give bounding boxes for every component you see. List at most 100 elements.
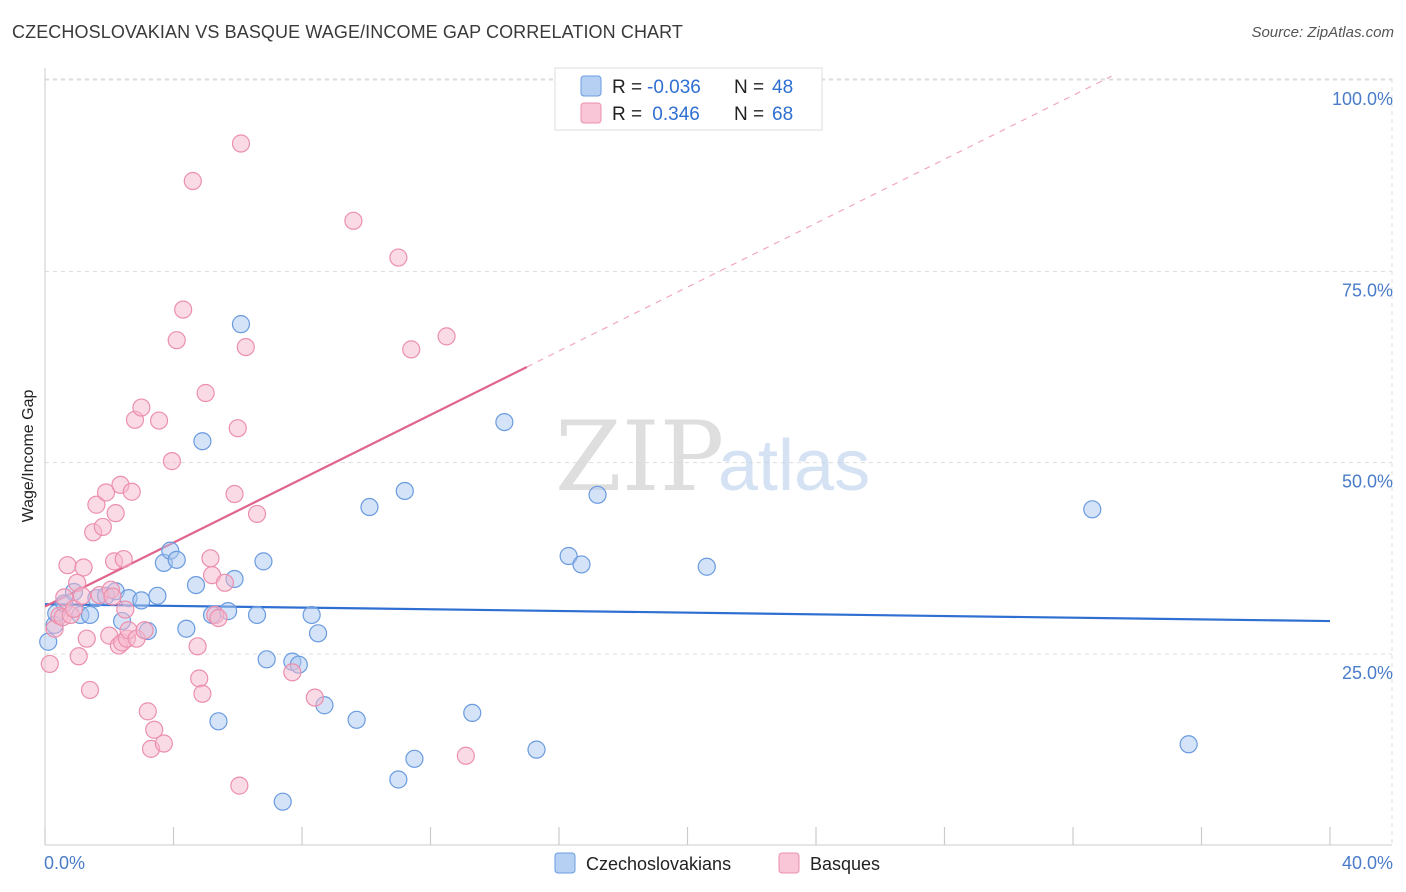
bottom-legend-label-basques: Basques xyxy=(810,854,880,874)
point-basques xyxy=(69,647,88,666)
point-czechoslovakians xyxy=(405,749,424,768)
point-basques xyxy=(154,734,173,753)
chart-title: CZECHOSLOVAKIAN VS BASQUE WAGE/INCOME GA… xyxy=(12,22,684,42)
point-basques xyxy=(174,300,193,319)
y-tick-label: 50.0% xyxy=(1342,472,1393,492)
point-czechoslovakians xyxy=(308,624,328,643)
point-czechoslovakians xyxy=(697,557,716,576)
point-czechoslovakians xyxy=(273,792,292,811)
legend-r-label-pink: R = xyxy=(612,104,642,125)
point-basques xyxy=(162,452,181,471)
y-axis-label: Wage/Income Gap xyxy=(20,390,37,523)
series-basques xyxy=(40,134,475,795)
point-basques xyxy=(103,587,122,606)
point-czechoslovakians xyxy=(1083,500,1102,519)
point-czechoslovakians xyxy=(257,650,276,669)
point-basques xyxy=(402,340,421,359)
point-basques xyxy=(167,331,186,350)
point-czechoslovakians xyxy=(80,605,100,625)
legend-r-value-pink: 0.346 xyxy=(647,104,700,125)
point-czechoslovakians xyxy=(463,703,482,723)
point-basques xyxy=(236,337,255,357)
point-basques xyxy=(190,669,209,688)
point-czechoslovakians xyxy=(527,740,546,759)
point-czechoslovakians xyxy=(360,497,379,517)
point-czechoslovakians xyxy=(495,412,514,432)
point-basques xyxy=(132,398,151,417)
point-basques xyxy=(283,663,302,682)
point-basques xyxy=(74,558,93,577)
point-basques xyxy=(225,484,244,504)
point-czechoslovakians xyxy=(395,481,414,501)
point-basques xyxy=(114,549,133,569)
point-basques xyxy=(344,211,363,230)
watermark-atlas: atlas xyxy=(718,426,870,506)
point-basques xyxy=(93,517,112,537)
point-basques xyxy=(77,629,96,648)
point-basques xyxy=(209,608,228,628)
legend-n-value-pink: 68 xyxy=(772,104,793,125)
point-czechoslovakians xyxy=(231,315,251,334)
bottom-legend-swatch-pink xyxy=(778,852,800,874)
point-czechoslovakians xyxy=(302,605,321,625)
legend-n-label-pink: N = xyxy=(734,104,764,125)
point-basques xyxy=(122,482,141,501)
point-czechoslovakians xyxy=(167,550,186,569)
point-czechoslovakians xyxy=(209,712,228,731)
y-tick-labels: 25.0% 50.0% 75.0% 100.0% xyxy=(1332,89,1393,683)
point-czechoslovakians xyxy=(1179,735,1198,754)
point-czechoslovakians xyxy=(186,575,206,595)
point-basques xyxy=(215,573,234,592)
point-basques xyxy=(230,776,249,795)
point-basques xyxy=(87,495,106,514)
point-basques xyxy=(193,684,212,703)
trend-line-czechoslovakians xyxy=(44,603,1331,623)
point-czechoslovakians xyxy=(588,485,607,504)
point-basques xyxy=(188,637,207,656)
point-basques xyxy=(247,504,267,524)
point-czechoslovakians xyxy=(572,555,591,574)
legend-swatch-blue xyxy=(580,75,602,97)
point-basques xyxy=(135,621,154,640)
watermark-zip: ZIP xyxy=(555,401,724,513)
point-basques xyxy=(138,702,157,721)
axes xyxy=(44,68,1392,846)
legend-n-value-blue: 48 xyxy=(772,77,793,98)
bottom-legend: Czechoslovakians Basques xyxy=(554,852,880,874)
legend-swatch-pink xyxy=(580,102,602,124)
point-czechoslovakians xyxy=(177,619,196,638)
x-tick-label-max: 40.0% xyxy=(1342,853,1393,873)
point-czechoslovakians xyxy=(254,552,273,571)
legend: R = -0.036 N = 48 R = 0.346 N = 68 xyxy=(554,67,823,131)
point-basques xyxy=(80,680,100,700)
y-tick-label: 100.0% xyxy=(1332,89,1393,109)
point-czechoslovakians xyxy=(132,591,151,610)
point-czechoslovakians xyxy=(193,432,212,451)
point-czechoslovakians xyxy=(347,710,366,729)
point-basques xyxy=(145,720,164,739)
legend-r-value-blue: -0.036 xyxy=(647,77,701,98)
point-czechoslovakians xyxy=(148,586,167,605)
point-basques xyxy=(437,327,456,346)
point-basques xyxy=(116,600,135,619)
trend-line-basques-extension xyxy=(526,75,1112,368)
point-czechoslovakians xyxy=(389,770,408,789)
point-basques xyxy=(58,556,77,575)
point-basques xyxy=(231,134,251,153)
legend-n-label-blue: N = xyxy=(734,77,764,98)
point-basques xyxy=(389,248,408,267)
point-basques xyxy=(149,411,169,430)
bottom-legend-label-czechoslovakians: Czechoslovakians xyxy=(586,854,731,874)
point-basques xyxy=(64,599,84,618)
point-czechoslovakians xyxy=(247,605,267,625)
chart-source: Source: ZipAtlas.com xyxy=(1251,24,1394,41)
point-basques xyxy=(456,746,475,765)
point-basques xyxy=(96,483,116,502)
y-tick-label: 75.0% xyxy=(1342,280,1393,300)
point-basques xyxy=(183,171,202,191)
bottom-legend-swatch-blue xyxy=(554,852,576,874)
point-basques xyxy=(40,654,59,674)
point-czechoslovakians xyxy=(559,546,578,566)
point-basques xyxy=(228,419,247,438)
